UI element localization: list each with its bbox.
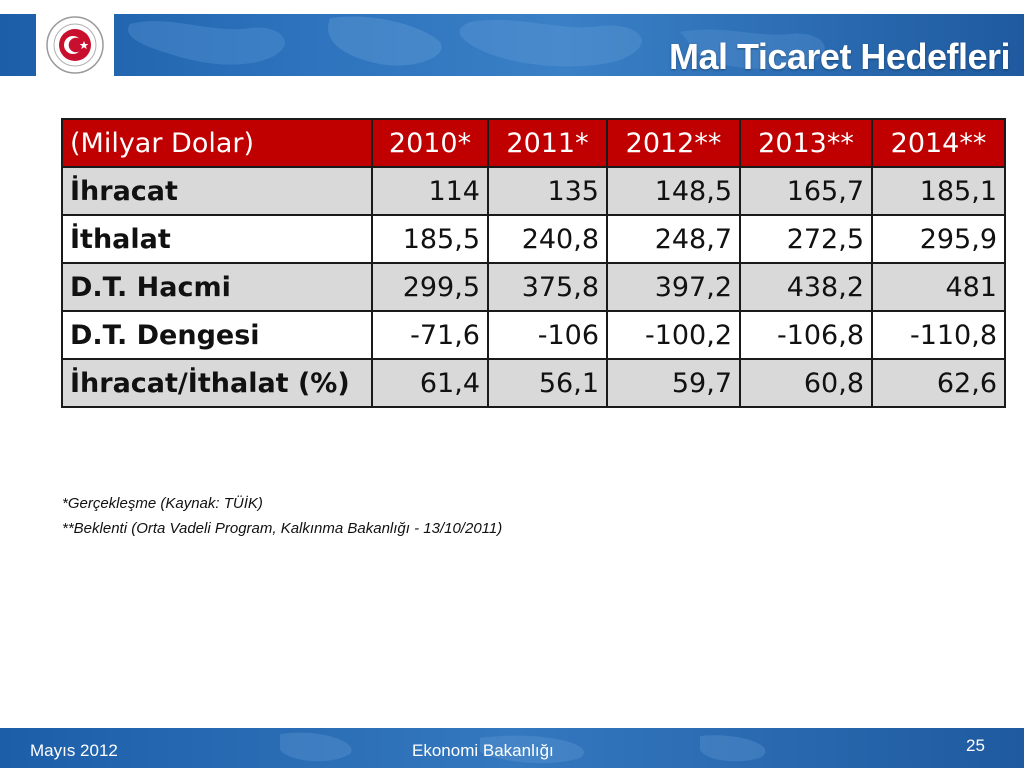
world-map-background [128,16,825,70]
footer-ministry: Ekonomi Bakanlığı [412,741,554,760]
table-cell: 114 [371,166,489,216]
row-label: İhracat [61,166,373,216]
table-cell: 59,7 [606,358,741,408]
column-header: 2014** [871,118,1006,168]
footnote-forecast: **Beklenti (Orta Vadeli Program, Kalkınm… [62,520,503,537]
header-band: Mal Ticaret Hedefleri [0,14,1024,76]
table-cell: 299,5 [371,262,489,312]
column-header: (Milyar Dolar) [61,118,373,168]
table-cell: 397,2 [606,262,741,312]
column-header: 2011* [487,118,608,168]
table-header-row: (Milyar Dolar) 2010* 2011* 2012** 2013**… [61,118,1006,168]
table-cell: 61,4 [371,358,489,408]
table-row: İthalat 185,5 240,8 248,7 272,5 295,9 [61,214,1006,264]
ministry-logo [36,14,114,76]
table-cell: 60,8 [739,358,873,408]
row-label: İthalat [61,214,373,264]
table-cell: -106 [487,310,608,360]
footer-date: Mayıs 2012 [30,741,118,760]
table-cell: 148,5 [606,166,741,216]
table-cell: 56,1 [487,358,608,408]
table-cell: -106,8 [739,310,873,360]
table-cell: 481 [871,262,1006,312]
table-cell: 248,7 [606,214,741,264]
table-cell: 438,2 [739,262,873,312]
trade-targets-table: (Milyar Dolar) 2010* 2011* 2012** 2013**… [61,118,1006,408]
row-label: İhracat/İthalat (%) [61,358,373,408]
table-cell: -71,6 [371,310,489,360]
table-cell: -100,2 [606,310,741,360]
table-cell: 185,1 [871,166,1006,216]
table-cell: 62,6 [871,358,1006,408]
table-cell: 240,8 [487,214,608,264]
table-row: İhracat 114 135 148,5 165,7 185,1 [61,166,1006,216]
column-header: 2013** [739,118,873,168]
ministry-seal-icon [46,16,104,74]
table-row: D.T. Hacmi 299,5 375,8 397,2 438,2 481 [61,262,1006,312]
row-label: D.T. Hacmi [61,262,373,312]
table-cell: 272,5 [739,214,873,264]
table-cell: 165,7 [739,166,873,216]
table-cell: 185,5 [371,214,489,264]
column-header: 2010* [371,118,489,168]
world-map-background [280,732,766,764]
row-label: D.T. Dengesi [61,310,373,360]
footnote-actual: *Gerçekleşme (Kaynak: TÜİK) [62,495,263,512]
footer-band: Mayıs 2012 Ekonomi Bakanlığı 25 [0,728,1024,768]
table-cell: 135 [487,166,608,216]
table-row: D.T. Dengesi -71,6 -106 -100,2 -106,8 -1… [61,310,1006,360]
column-header: 2012** [606,118,741,168]
table-cell: 375,8 [487,262,608,312]
page-title: Mal Ticaret Hedefleri [669,36,1010,76]
table-cell: 295,9 [871,214,1006,264]
table-cell: -110,8 [871,310,1006,360]
page-number: 25 [966,736,985,755]
table-row: İhracat/İthalat (%) 61,4 56,1 59,7 60,8 … [61,358,1006,408]
